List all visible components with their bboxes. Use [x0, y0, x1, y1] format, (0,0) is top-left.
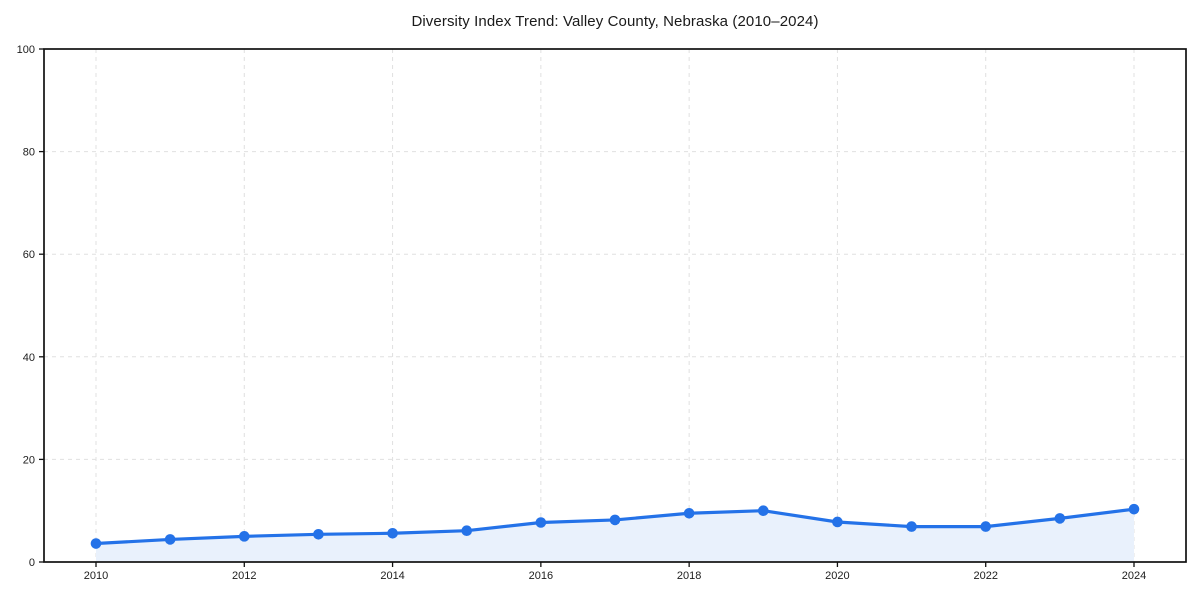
data-point-2022: [980, 521, 992, 532]
x-tick-label: 2018: [677, 570, 701, 582]
x-tick-label: 2010: [84, 570, 108, 582]
data-point-2023: [1054, 513, 1066, 524]
data-point-2017: [609, 514, 621, 526]
area-fill: [96, 509, 1134, 562]
data-point-2020: [832, 516, 843, 528]
y-tick-label: 60: [23, 249, 35, 261]
data-point-2019: [757, 505, 769, 516]
data-point-2010: [90, 538, 102, 549]
data-point-2015: [461, 525, 473, 537]
data-point-2014: [387, 527, 398, 539]
x-tick-label: 2016: [529, 570, 553, 582]
plot-border: [43, 48, 1187, 563]
y-tick-label: 40: [23, 352, 35, 364]
x-tick-label: 2022: [973, 570, 997, 582]
data-point-2018: [683, 507, 695, 519]
x-tick-label: 2020: [825, 570, 849, 582]
x-tick-label: 2012: [232, 570, 256, 582]
data-point-2012: [238, 531, 250, 542]
y-tick-label: 20: [23, 454, 35, 466]
data-point-2013: [313, 528, 324, 540]
x-tick-label: 2014: [380, 570, 404, 582]
x-tick-label: 2024: [1122, 570, 1146, 582]
chart-title: Diversity Index Trend: Valley County, Ne…: [411, 13, 819, 30]
y-tick-label: 100: [17, 44, 35, 56]
data-point-2024: [1128, 503, 1140, 515]
data-point-2011: [164, 534, 176, 545]
y-tick-label: 0: [29, 557, 35, 569]
y-tick-label: 80: [23, 147, 35, 159]
data-point-2016: [535, 517, 547, 528]
data-point-2021: [906, 521, 917, 532]
